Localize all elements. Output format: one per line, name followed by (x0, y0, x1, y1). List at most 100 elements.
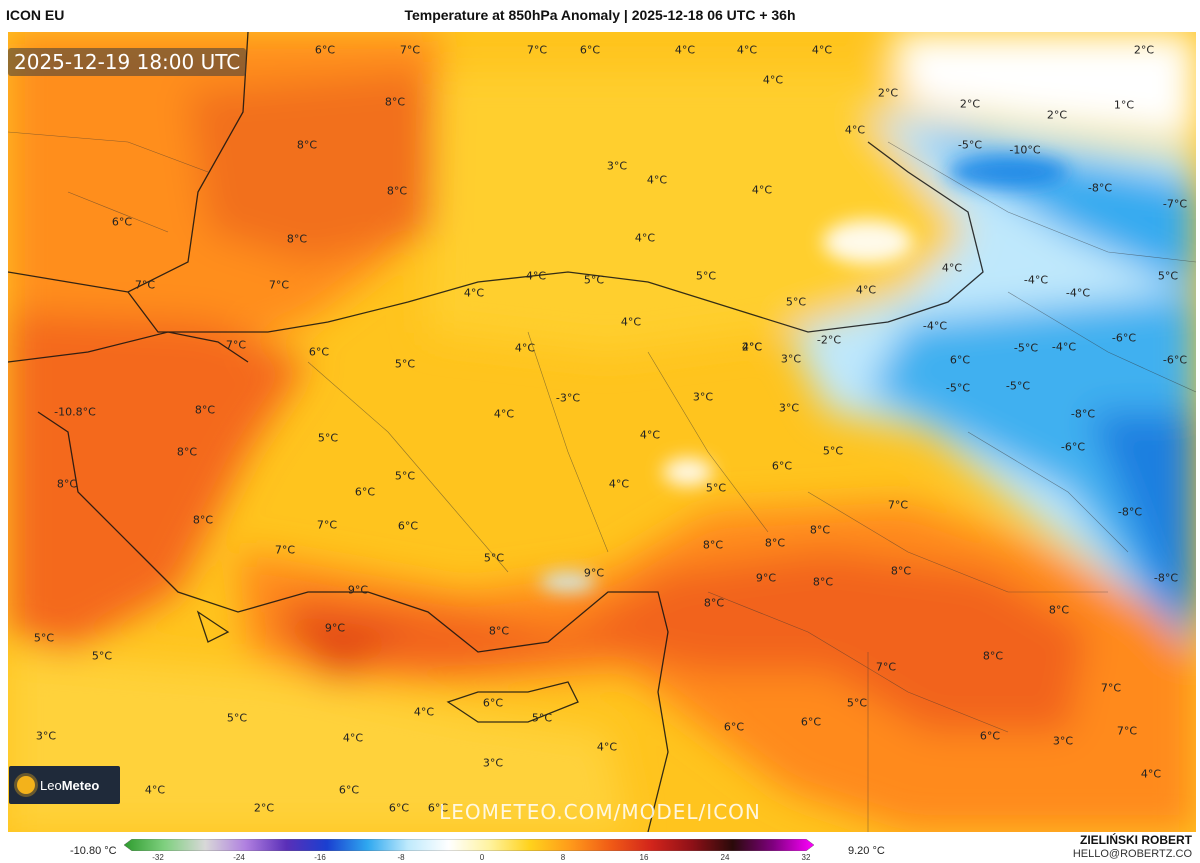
temperature-label: 7°C (274, 543, 296, 557)
temperature-label: -4°C (1051, 340, 1077, 354)
temperature-label: 4°C (608, 477, 630, 491)
temperature-label: 7°C (225, 338, 247, 352)
author-name: ZIELIŃSKI ROBERT (1079, 833, 1192, 847)
colorbar (124, 839, 814, 851)
temperature-label: 3°C (778, 401, 800, 415)
temperature-label: 5°C (531, 711, 553, 725)
temperature-label: 6°C (771, 459, 793, 473)
temperature-label: 7°C (1116, 724, 1138, 738)
temperature-label: 4°C (620, 315, 642, 329)
temperature-label: -8°C (1153, 571, 1179, 585)
temperature-label: 5°C (785, 295, 807, 309)
temperature-label: 5°C (483, 551, 505, 565)
sun-icon (17, 776, 35, 794)
temperature-label: 6°C (579, 43, 601, 57)
temperature-label: 6°C (723, 720, 745, 734)
temperature-label: 8°C (812, 575, 834, 589)
colorbar-tick: 24 (720, 853, 730, 862)
temperature-label: 4°C (144, 783, 166, 797)
temperature-label: 5°C (226, 711, 248, 725)
temperature-label: 7°C (875, 660, 897, 674)
temperature-label: 8°C (192, 513, 214, 527)
temperature-label: 5°C (1157, 269, 1179, 283)
temperature-label: 4°C (596, 740, 618, 754)
temperature-label: 5°C (583, 273, 605, 287)
temperature-label: 8°C (703, 596, 725, 610)
colorbar-tick: 32 (801, 853, 811, 862)
temperature-label: 8°C (982, 649, 1004, 663)
temperature-label: 8°C (890, 564, 912, 578)
temperature-label: 4°C (646, 173, 668, 187)
temperature-label: 2°C (959, 97, 981, 111)
colorbar-tick: 16 (639, 853, 649, 862)
valid-time-badge: 2025-12-19 18:00 UTC (8, 48, 247, 76)
map-canvas (8, 32, 1196, 832)
temperature-label: 4°C (514, 341, 536, 355)
temperature-label: -4°C (1023, 273, 1049, 287)
temperature-label: 8°C (702, 538, 724, 552)
temperature-label: 5°C (705, 481, 727, 495)
temperature-label: 4°C (855, 283, 877, 297)
temperature-label: 5°C (91, 649, 113, 663)
temperature-label: 6°C (482, 696, 504, 710)
temperature-label: 4°C (525, 269, 547, 283)
temperature-label: 8°C (764, 536, 786, 550)
temperature-label: 4°C (1140, 767, 1162, 781)
temperature-label: -4°C (1065, 286, 1091, 300)
temperature-label: 3°C (606, 159, 628, 173)
temperature-label: 4°C (413, 705, 435, 719)
temperature-label: 4°C (941, 261, 963, 275)
temperature-label: 6°C (111, 215, 133, 229)
colorbar-tick: -32 (152, 853, 164, 862)
temperature-label: 4°C (342, 731, 364, 745)
colorbar-tick: 8 (560, 853, 566, 862)
colorbar-tick: -8 (397, 853, 405, 862)
temperature-label: 3°C (692, 390, 714, 404)
watermark: LEOMETEO.COM/MODEL/ICON (439, 800, 761, 824)
colorbar-tick: -24 (233, 853, 245, 862)
temperature-label: 1°C (1113, 98, 1135, 112)
leometeo-logo: LeoMeteo (9, 766, 120, 804)
temperature-label: 4°C (736, 43, 758, 57)
temperature-label: 8°C (194, 403, 216, 417)
logo-text: LeoMeteo (40, 777, 100, 793)
temperature-label: 7°C (887, 498, 909, 512)
colorbar-min-label: -10.80 °C (70, 845, 117, 857)
temperature-label: 8°C (384, 95, 406, 109)
temperature-label: 5°C (846, 696, 868, 710)
temperature-label: 3°C (482, 756, 504, 770)
temperature-label: -3°C (555, 391, 581, 405)
temperature-label: -6°C (1111, 331, 1137, 345)
temperature-label: 6°C (949, 353, 971, 367)
temperature-label: 2°C (1133, 43, 1155, 57)
temperature-label: 9°C (583, 566, 605, 580)
colorbar-max-label: 9.20 °C (848, 845, 885, 857)
header-bar: ICON EU Temperature at 850hPa Anomaly | … (0, 0, 1200, 32)
anomaly-map (8, 32, 1196, 832)
temperature-label: -10°C (1009, 143, 1041, 157)
temperature-label: 7°C (316, 518, 338, 532)
temperature-label: -5°C (945, 381, 971, 395)
temperature-label: 4°C (463, 286, 485, 300)
temperature-label: 6°C (800, 715, 822, 729)
temperature-label: 2°C (1046, 108, 1068, 122)
temperature-label: 6°C (388, 801, 410, 815)
temperature-label: 6°C (308, 345, 330, 359)
temperature-label: -8°C (1117, 505, 1143, 519)
temperature-label: 4°C (844, 123, 866, 137)
temperature-label: 5°C (394, 357, 416, 371)
temperature-label: 8°C (809, 523, 831, 537)
temperature-label: 6°C (427, 801, 449, 815)
temperature-label: 2°C (877, 86, 899, 100)
temperature-label: 6°C (314, 43, 336, 57)
model-name: ICON EU (6, 7, 65, 23)
temperature-label: 7°C (1100, 681, 1122, 695)
temperature-label: 5°C (317, 431, 339, 445)
temperature-label: 8°C (296, 138, 318, 152)
temperature-label: -6°C (1060, 440, 1086, 454)
temperature-label: -10.8°C (54, 405, 96, 419)
temperature-label: -2°C (816, 333, 842, 347)
temperature-label: -7°C (1162, 197, 1188, 211)
temperature-label: -8°C (1070, 407, 1096, 421)
temperature-label: 8°C (56, 477, 78, 491)
